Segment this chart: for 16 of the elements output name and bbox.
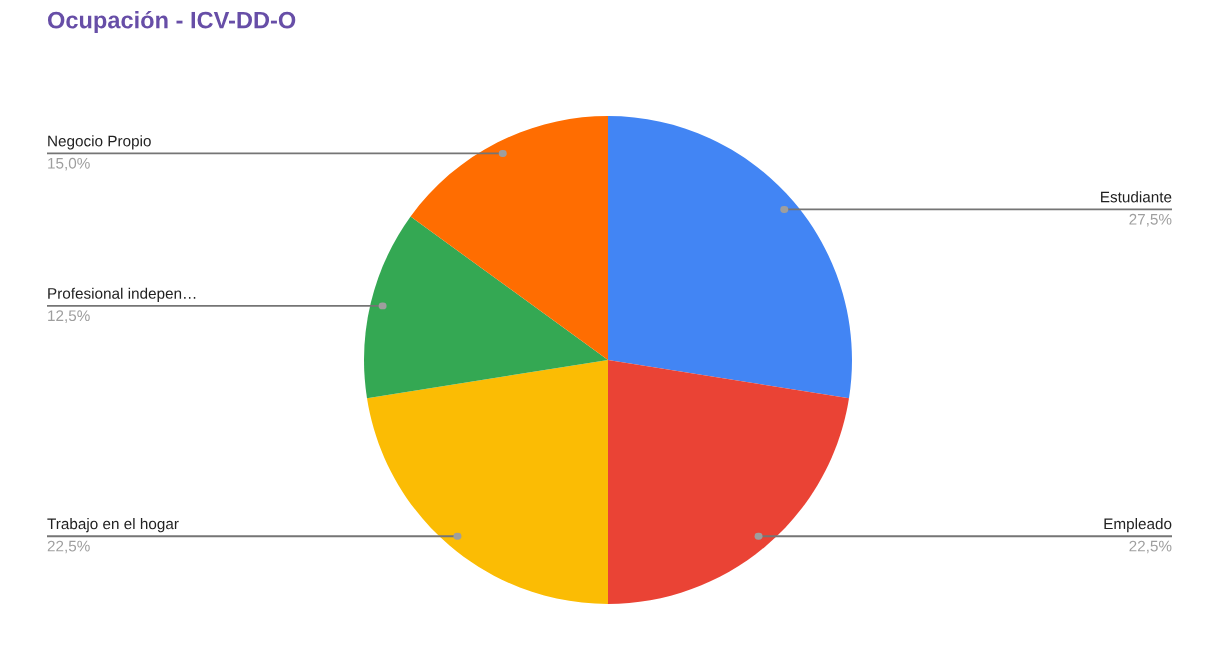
data-label: 15,0% <box>48 157 90 171</box>
pie-slice <box>364 216 608 399</box>
data-label: 22,5% <box>1129 540 1172 554</box>
slice-label: Negocio Propio <box>48 135 151 150</box>
pie-slice <box>608 360 849 604</box>
slice-label: Profesional indepen… <box>48 287 196 302</box>
slice-label: Estudiante <box>1101 191 1172 203</box>
chart-title: Ocupación - ICV-DD-O <box>47 10 296 34</box>
pie-slice <box>410 116 608 360</box>
data-label: 27,5% <box>1129 213 1172 227</box>
data-label: 22,5% <box>47 540 90 554</box>
slice-label: Empleado <box>1104 518 1172 533</box>
pie-slice <box>367 360 608 604</box>
data-label: 12,5% <box>48 310 90 323</box>
pie-slice <box>608 116 852 399</box>
slice-label: Trabajo en el hogar <box>47 518 179 533</box>
